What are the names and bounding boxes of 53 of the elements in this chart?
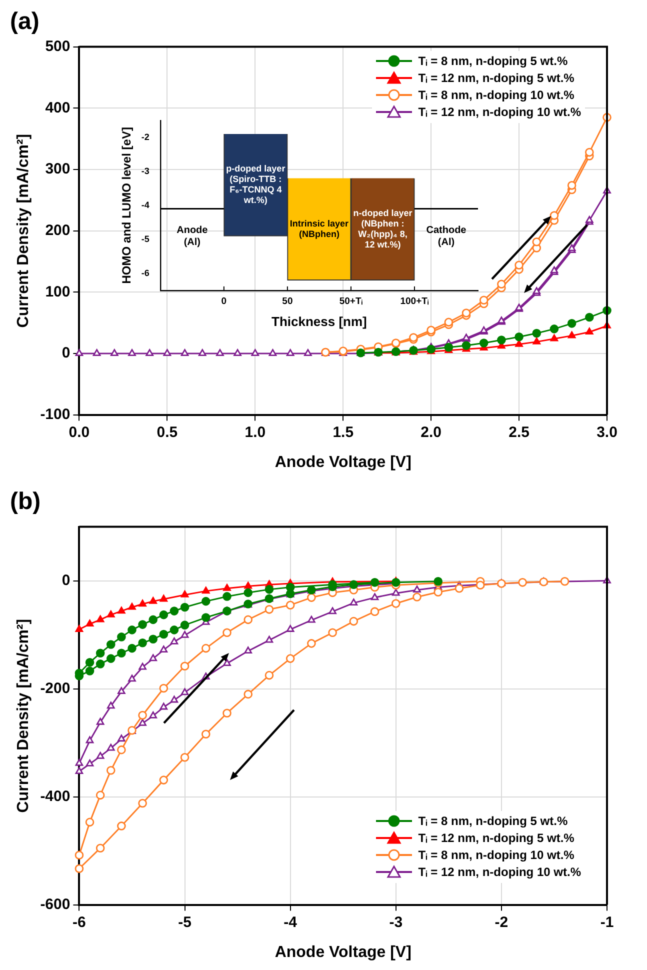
annotation: Cathode (Al) [426, 224, 467, 248]
x-tick-label: -3 [389, 914, 403, 931]
y-axis-title: HOMO and LUMO level [eV] [120, 127, 134, 284]
legend-label: Tᵢ = 12 nm, n-doping 5 wt.% [418, 830, 574, 847]
y-tick-label: -100 [40, 406, 70, 423]
x-axis-title: Anode Voltage [V] [274, 944, 412, 961]
y-tick-label: -2 [141, 132, 150, 142]
y-tick-label: 200 [45, 222, 70, 239]
x-tick-label: 0.0 [68, 424, 90, 441]
annotation: 100+Tᵢ [400, 296, 430, 308]
y-axis-title: Current Density [mA/cm²] [15, 618, 32, 813]
annotation: Anode (Al) [176, 224, 208, 248]
annotation: 0 [221, 296, 227, 308]
x-tick-label: 1.5 [332, 424, 354, 441]
annotation: 50+Tᵢ [339, 296, 364, 308]
x-tick-label: 2.0 [420, 424, 442, 441]
annotation: 50 [282, 296, 293, 308]
x-tick-label: 0.5 [156, 424, 178, 441]
y-tick-label: -600 [40, 896, 70, 913]
x-axis-title: Anode Voltage [V] [274, 454, 412, 471]
chart-title: (a) [10, 8, 40, 36]
y-tick-label: -200 [40, 680, 70, 697]
legend-label: Tᵢ = 8 nm, n-doping 5 wt.% [418, 52, 568, 70]
x-tick-label: p-doped layer (Spiro-TTB : F₆-TCNNQ 4 wt.%) [226, 164, 286, 206]
chart-title: (b) [10, 488, 41, 516]
x-tick-label: 1.0 [244, 424, 266, 441]
y-tick-label: -6 [141, 268, 150, 278]
x-tick-label: -5 [178, 914, 192, 931]
x-tick-label: n-doped layer (NBphen : W₂(hpp)₄ 8, 12 wt.%) [353, 208, 413, 250]
x-axis-title: Thickness [nm] [272, 314, 367, 329]
x-tick-label: Intrinsic layer (NBphen) [290, 218, 349, 239]
y-tick-label: -400 [40, 788, 70, 805]
y-tick-label: 100 [45, 283, 70, 300]
y-tick-label: 0 [62, 572, 70, 589]
y-tick-label: 500 [45, 38, 70, 55]
legend-label: Tᵢ = 12 nm, n-doping 5 wt.% [418, 70, 574, 87]
y-tick-label: 300 [45, 160, 70, 178]
x-tick-label: -2 [494, 914, 508, 931]
legend-label: Tᵢ = 8 nm, n-doping 10 wt.% [418, 846, 574, 864]
y-tick-label: -4 [141, 200, 150, 210]
y-tick-label: -3 [141, 166, 150, 176]
x-tick-label: 3.0 [596, 424, 618, 441]
x-tick-label: 2.5 [508, 424, 530, 441]
legend-label: Tᵢ = 12 nm, n-doping 10 wt.% [418, 104, 581, 121]
legend-label: Tᵢ = 8 nm, n-doping 5 wt.% [418, 812, 568, 830]
y-axis-title: Current Density [mA/cm²] [15, 134, 32, 328]
legend-label: Tᵢ = 8 nm, n-doping 10 wt.% [418, 86, 574, 104]
y-tick-label: 400 [45, 99, 70, 116]
y-tick-label: 0 [62, 344, 70, 362]
x-tick-label: -4 [284, 914, 298, 931]
x-tick-label: -6 [72, 914, 86, 931]
x-tick-label: -1 [600, 914, 614, 931]
legend-label: Tᵢ = 12 nm, n-doping 10 wt.% [418, 864, 581, 881]
